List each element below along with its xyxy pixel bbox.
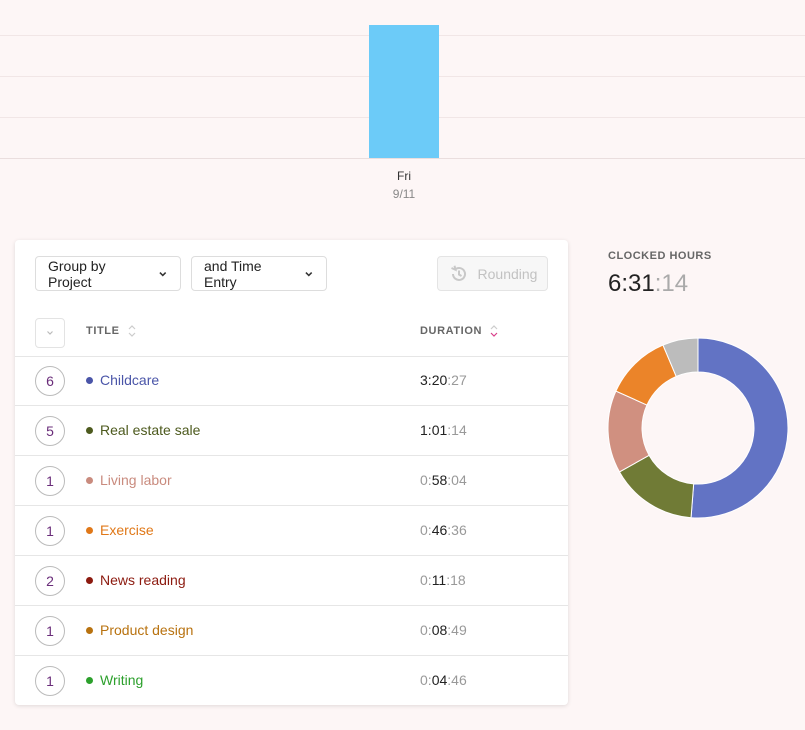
subgroup-label: and Time Entry <box>204 257 262 290</box>
subgroup-select[interactable]: and Time Entry <box>191 256 327 291</box>
table-row[interactable]: 1 Product design 0:08:49 <box>15 606 568 656</box>
project-name[interactable]: News reading <box>100 572 186 588</box>
bar-chart-svg: Fri 9/11 <box>0 25 805 201</box>
project-color-dot <box>86 577 93 584</box>
duration-value: 1:01:14 <box>420 422 467 438</box>
table-row[interactable]: 6 Childcare 3:20:27 <box>15 356 568 406</box>
table-row[interactable]: 1 Living labor 0:58:04 <box>15 456 568 506</box>
chevron-down-icon <box>47 331 53 335</box>
entry-count-badge[interactable]: 6 <box>35 366 65 396</box>
project-name[interactable]: Product design <box>100 622 194 638</box>
project-color-dot <box>86 627 93 634</box>
expand-all-toggle[interactable] <box>35 318 65 348</box>
clocked-hours-seconds: :14 <box>654 270 689 297</box>
entry-count-badge[interactable]: 2 <box>35 566 65 596</box>
donut-slice[interactable] <box>662 337 699 378</box>
clocked-hours-value: 6:31:14 <box>608 270 688 298</box>
project-name[interactable]: Exercise <box>100 522 154 538</box>
entry-count-badge[interactable]: 1 <box>35 516 65 546</box>
column-header-title[interactable]: TITLE <box>86 324 136 338</box>
table-row[interactable]: 1 Exercise 0:46:36 <box>15 506 568 556</box>
clocked-hours-main: 6:31 <box>608 270 655 297</box>
donut-slice[interactable] <box>690 337 789 519</box>
chevron-down-icon <box>305 271 313 277</box>
group-by-label: Group by Project <box>48 257 106 290</box>
project-name[interactable]: Living labor <box>100 472 172 488</box>
project-color-dot <box>86 527 93 534</box>
project-color-dot <box>86 377 93 384</box>
table-row[interactable]: 1 Writing 0:04:46 <box>15 656 568 706</box>
history-icon <box>450 265 466 281</box>
duration-value: 0:46:36 <box>420 522 467 538</box>
report-card: Group by Project and Time Entry Rounding… <box>15 240 568 705</box>
project-name[interactable]: Real estate sale <box>100 422 201 438</box>
project-color-dot <box>86 427 93 434</box>
duration-value: 0:08:49 <box>420 622 467 638</box>
sort-icon <box>128 325 135 337</box>
table-row[interactable]: 2 News reading 0:11:18 <box>15 556 568 606</box>
project-color-dot <box>86 677 93 684</box>
rounding-label: Rounding <box>477 265 538 282</box>
chart-labels: Fri 9/11 <box>393 169 416 201</box>
project-name[interactable]: Writing <box>100 672 144 688</box>
entry-count-badge[interactable]: 1 <box>35 616 65 646</box>
duration-value: 0:11:18 <box>420 572 466 588</box>
table-row[interactable]: 5 Real estate sale 1:01:14 <box>15 406 568 456</box>
table-header: TITLE DURATION <box>15 314 568 357</box>
rounding-button[interactable]: Rounding <box>437 256 548 291</box>
bar[interactable] <box>369 25 439 158</box>
sort-descending-icon <box>490 325 498 337</box>
chevron-down-icon <box>159 271 167 277</box>
duration-value: 0:04:46 <box>420 672 467 688</box>
bar-chart: Fri 9/11 <box>0 0 805 210</box>
duration-value: 0:58:04 <box>420 472 467 488</box>
project-color-dot <box>86 477 93 484</box>
project-donut-chart <box>607 337 789 519</box>
chart-bars <box>369 25 439 158</box>
column-duration-label: DURATION <box>420 325 483 337</box>
bar-date-label: 9/11 <box>393 187 416 201</box>
entry-count-badge[interactable]: 1 <box>35 466 65 496</box>
bar-day-label: Fri <box>397 169 411 183</box>
clocked-hours-label: CLOCKED HOURS <box>608 250 712 262</box>
project-name[interactable]: Childcare <box>100 372 160 388</box>
report-toolbar: Group by Project and Time Entry Rounding <box>15 240 568 306</box>
column-title-label: TITLE <box>86 325 120 337</box>
group-by-select[interactable]: Group by Project <box>35 256 181 291</box>
duration-value: 3:20:27 <box>420 372 467 388</box>
column-header-duration[interactable]: DURATION <box>420 324 498 338</box>
entry-count-badge[interactable]: 5 <box>35 416 65 446</box>
entry-count-badge[interactable]: 1 <box>35 666 65 696</box>
